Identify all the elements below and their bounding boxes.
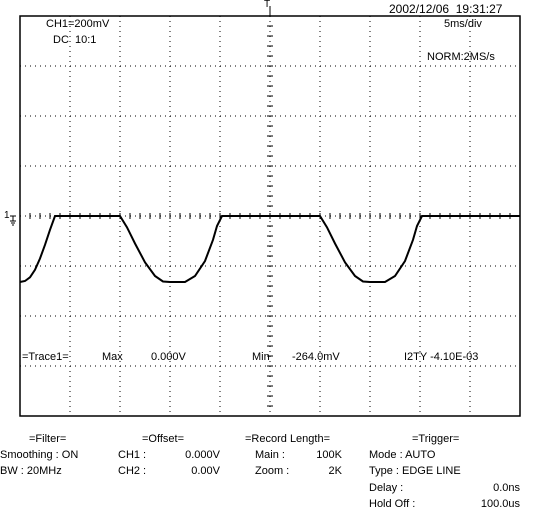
offset-ch1-value: 0.000V [185,449,220,461]
record-main-label: Main : [255,449,285,461]
trigger-mode: Mode : AUTO [369,449,436,461]
filter-smoothing: Smoothing : ON [0,449,79,461]
trigger-type: Type : EDGE LINE [369,465,461,477]
record-zoom-value: 2K [328,465,342,477]
trigger-holdoff-value: 100.0us [480,498,520,510]
measure-max-value: 0.000V [151,351,186,363]
trace-1-waveform [19,215,520,283]
channel-scale: CH1=200mV [46,18,110,30]
ground-marker-label: 1 [4,210,10,221]
trigger-holdoff-label: Hold Off : [369,498,416,510]
channel-coupling: DC 10:1 [53,34,97,46]
record-zoom-label: Zoom : [255,465,290,477]
trigger-delay-value: 0.0ns [493,482,520,494]
trigger-delay-label: Delay : [369,482,404,494]
offset-ch2-label: CH2 : [118,465,147,477]
ground-marker-icon [10,215,16,226]
record-main-value: 100K [316,449,342,461]
acquisition-mode: NORM:2MS/s [427,51,495,63]
offset-title: =Offset= [142,433,184,445]
offset-ch1-label: CH1 : [118,449,147,461]
trigger-position-marker: T [264,0,271,10]
offset-ch2-value: 0.00V [191,465,220,477]
timebase: 5ms/div [444,18,482,30]
datetime: 2002/12/06 19:31:27 [389,2,503,16]
filter-title: =Filter= [29,433,67,445]
measure-extra: I2TY -4.10E-03 [404,351,479,363]
record-title: =Record Length= [245,433,331,445]
filter-bandwidth: BW : 20MHz [0,465,62,477]
trigger-title: =Trigger= [412,433,460,445]
measure-min-value: -264.0mV [292,351,340,363]
measure-min-label: Min [252,351,270,363]
measure-trace-label: =Trace1= [22,351,69,363]
measure-max-label: Max [102,351,123,363]
